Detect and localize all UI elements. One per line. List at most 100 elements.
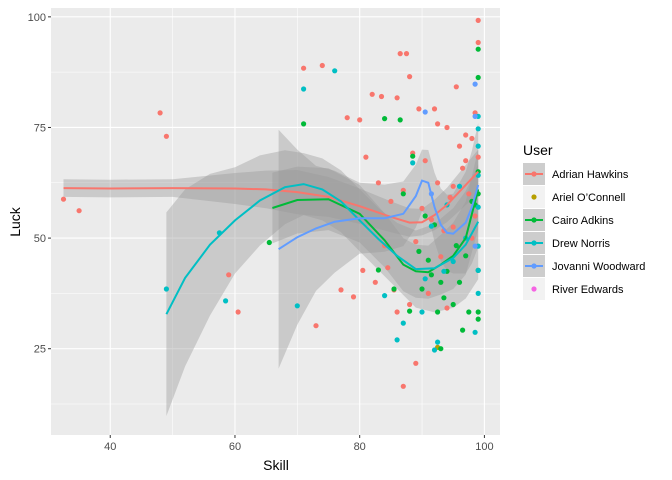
data-point — [413, 360, 419, 366]
data-point — [400, 383, 406, 389]
data-point — [438, 254, 444, 260]
data-point — [266, 239, 272, 246]
y-tick-label: 25 — [34, 344, 46, 356]
data-point — [382, 293, 388, 299]
data-point — [475, 46, 481, 52]
data-point — [301, 86, 307, 92]
data-point — [163, 286, 169, 292]
data-point — [410, 153, 416, 159]
data-point — [475, 143, 481, 149]
legend-label: River Edwards — [552, 284, 624, 296]
data-point — [419, 205, 425, 211]
y-tick-label: 100 — [28, 12, 46, 24]
data-point — [394, 95, 400, 101]
data-point — [450, 258, 456, 265]
legend-title: User — [523, 142, 553, 158]
data-point — [400, 320, 406, 326]
data-point — [463, 158, 469, 164]
data-point — [416, 248, 422, 254]
data-point — [422, 276, 428, 282]
data-point — [372, 279, 378, 285]
data-point — [60, 196, 67, 202]
data-point — [410, 160, 416, 166]
data-point — [428, 272, 434, 278]
data-point — [425, 290, 431, 296]
data-point — [435, 309, 441, 315]
data-point — [460, 165, 466, 171]
data-point — [369, 91, 375, 97]
data-point — [375, 267, 381, 273]
data-point — [235, 309, 241, 315]
legend-label: Cairo Adkins — [552, 215, 614, 227]
legend-item: Drew Norris — [523, 232, 611, 254]
data-point — [460, 327, 466, 333]
legend-items: Adrian Hawkins Ariel O’Connell Cairo Adkin… — [523, 163, 645, 300]
data-point — [475, 74, 481, 81]
data-point — [450, 183, 456, 189]
data-point — [413, 239, 419, 245]
x-tick-label: 80 — [354, 441, 366, 453]
data-point — [463, 132, 469, 138]
data-point — [435, 339, 441, 345]
data-point — [397, 117, 403, 123]
data-point — [466, 191, 472, 197]
data-point — [472, 329, 478, 335]
data-point — [397, 51, 403, 57]
data-point — [163, 133, 169, 139]
data-point — [453, 243, 459, 249]
legend-item: Jovanni Woodward — [523, 255, 645, 277]
data-point — [407, 301, 413, 308]
data-point — [226, 272, 232, 278]
data-point — [294, 303, 300, 309]
data-point — [447, 194, 453, 200]
legend-item: River Edwards — [523, 278, 624, 300]
legend-key-point — [531, 263, 537, 269]
data-point — [475, 267, 481, 273]
data-point — [428, 223, 434, 229]
data-point — [319, 62, 325, 69]
data-point — [438, 346, 444, 352]
data-point — [301, 65, 307, 71]
legend-label: Adrian Hawkins — [552, 169, 629, 181]
data-point — [475, 39, 481, 46]
x-tick-label: 40 — [104, 441, 116, 453]
y-tick-label: 50 — [34, 233, 46, 245]
data-point — [438, 279, 444, 285]
data-point — [301, 121, 307, 127]
data-point — [419, 286, 425, 292]
legend-label: Jovanni Woodward — [552, 261, 645, 273]
data-point — [456, 143, 463, 149]
data-point — [403, 51, 410, 57]
data-point — [378, 93, 385, 100]
data-point — [400, 191, 406, 197]
data-point — [157, 110, 163, 116]
data-point — [475, 290, 481, 296]
data-point — [382, 116, 388, 122]
data-point — [450, 301, 456, 308]
data-point — [391, 286, 397, 292]
data-point — [456, 183, 463, 189]
data-point — [422, 158, 428, 164]
data-point — [385, 265, 391, 271]
data-point — [469, 135, 475, 142]
confidence-band — [166, 150, 479, 416]
data-point — [223, 298, 229, 304]
data-points — [60, 17, 481, 389]
data-point — [419, 309, 425, 315]
data-point — [475, 17, 481, 23]
legend-key-point — [531, 217, 537, 223]
data-point — [472, 243, 478, 249]
data-point — [475, 204, 481, 210]
data-point — [431, 347, 438, 353]
legend-item: Adrian Hawkins — [523, 163, 629, 185]
x-tick-label: 100 — [475, 441, 493, 453]
data-point — [475, 309, 481, 315]
data-point — [475, 316, 481, 322]
data-point — [350, 294, 357, 300]
data-point — [357, 117, 363, 123]
trend-line — [272, 189, 480, 274]
data-point — [472, 81, 478, 87]
data-point — [431, 106, 438, 112]
data-point — [441, 268, 447, 274]
data-point — [435, 121, 441, 127]
